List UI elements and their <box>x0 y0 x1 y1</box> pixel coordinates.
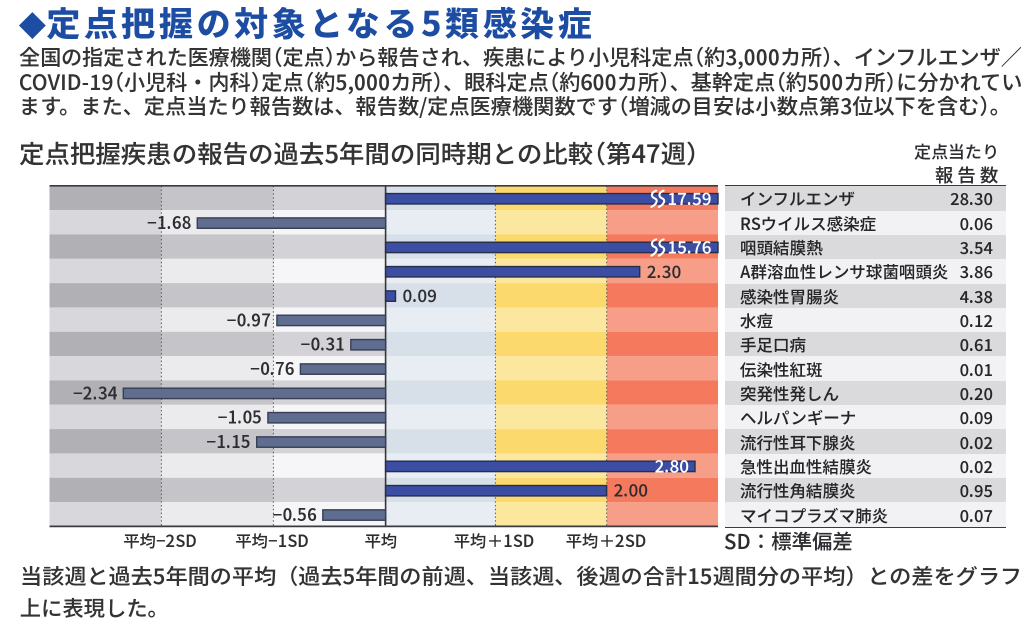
svg-text:−0.76: −0.76 <box>250 355 294 380</box>
svg-text:−0.56: −0.56 <box>273 501 317 526</box>
svg-text:−1.15: −1.15 <box>207 428 251 453</box>
svg-text:0.09: 0.09 <box>403 282 437 307</box>
svg-text:−1.68: −1.68 <box>147 209 191 234</box>
svg-text:−2.34: −2.34 <box>73 379 117 404</box>
svg-text:2.80: 2.80 <box>655 452 689 477</box>
svg-text:−0.97: −0.97 <box>227 306 271 331</box>
svg-text:2.30: 2.30 <box>647 258 681 283</box>
svg-text:−1.05: −1.05 <box>218 404 262 429</box>
svg-text:−0.31: −0.31 <box>301 331 345 356</box>
svg-text:2.00: 2.00 <box>614 477 648 502</box>
svg-text:17.59: 17.59 <box>667 185 711 210</box>
svg-text:15.76: 15.76 <box>667 233 711 258</box>
